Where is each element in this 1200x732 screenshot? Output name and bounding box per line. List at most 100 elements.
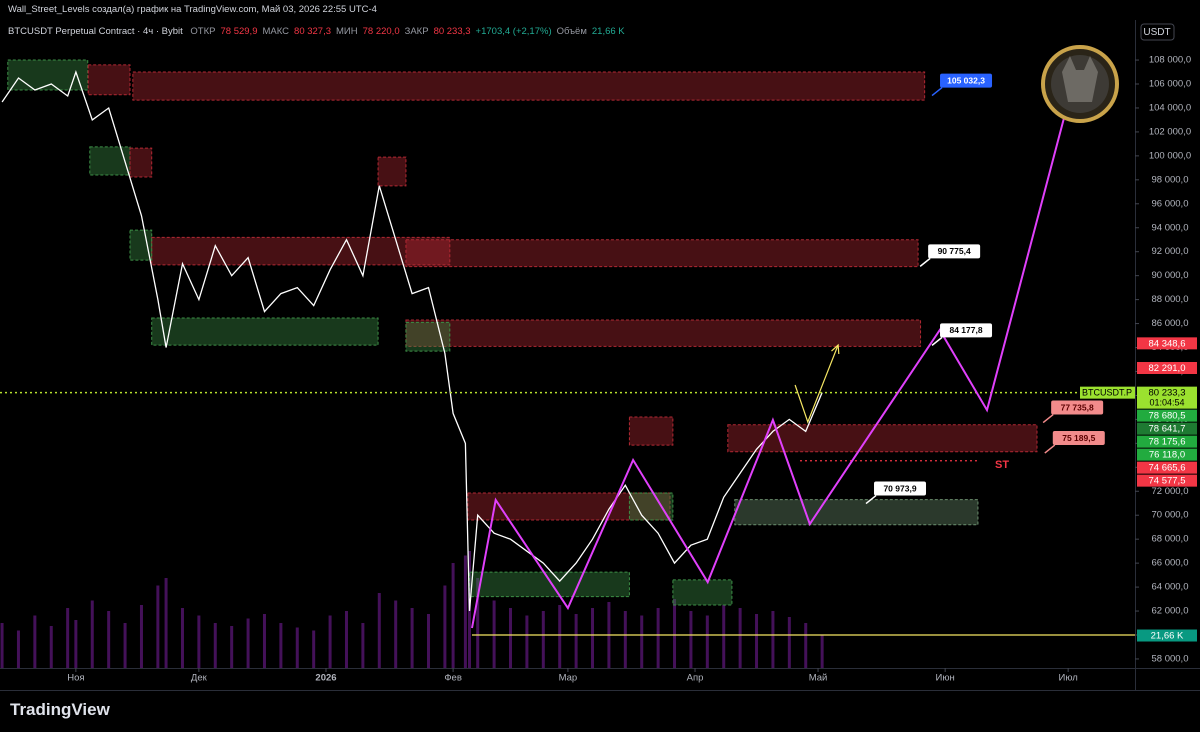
- volume-bar: [689, 611, 693, 668]
- price-tag: [1137, 337, 1197, 350]
- volume-bar: [279, 623, 283, 668]
- currency[interactable]: USDT: [1143, 27, 1170, 38]
- volume-tag: [1137, 629, 1197, 642]
- y-tick-label: 106 000,0: [1149, 79, 1191, 90]
- series-name: BTCUSDT.P: [1082, 388, 1132, 398]
- stat: ОТКР 78 529,9: [190, 26, 257, 37]
- volume-bar: [463, 555, 467, 668]
- price-tag-label: 82 291,0: [1149, 363, 1186, 374]
- callout-pointer: [919, 257, 931, 267]
- stat-key: ОТКР: [190, 26, 216, 37]
- volume-bar: [755, 614, 759, 668]
- volume-bar: [492, 600, 496, 668]
- change: +1703,4 (+2,17%): [475, 26, 552, 37]
- callout-box: [940, 73, 993, 88]
- price-tag: [1137, 435, 1197, 448]
- callout-pointer: [1042, 413, 1054, 424]
- volume-tag-label: 21,66 K: [1151, 631, 1184, 642]
- volume-bar: [262, 614, 266, 668]
- stat-value: 21,66 K: [591, 26, 625, 37]
- y-tick-label: 108 000,0: [1149, 55, 1191, 66]
- y-tick-label: 64 000,0: [1152, 582, 1189, 593]
- y-tick-label: 72 000,0: [1152, 486, 1189, 497]
- volume-bar: [673, 599, 677, 668]
- y-tick-label: 104 000,0: [1149, 102, 1191, 113]
- zone: [87, 64, 131, 96]
- y-tick-label: 94 000,0: [1152, 222, 1189, 233]
- volume-bar: [476, 578, 480, 668]
- zone: [468, 571, 630, 598]
- volume-bar: [722, 605, 726, 668]
- volume-bar: [16, 630, 20, 668]
- volume-bar: [107, 611, 111, 668]
- volume-bar: [377, 593, 381, 668]
- x-tick-label: 2026: [315, 673, 336, 684]
- price-tag-label: 76 118,0: [1149, 450, 1185, 461]
- countdown: 01:04:54: [1149, 398, 1184, 408]
- volume-bar: [164, 578, 168, 668]
- volume-bar: [787, 617, 791, 668]
- y-tick-label: 68 000,0: [1152, 534, 1189, 545]
- volume-bar: [49, 626, 53, 668]
- volume-bar: [426, 614, 430, 668]
- volume-bar: [312, 630, 316, 668]
- volume-bar: [541, 611, 545, 668]
- volume-bar: [139, 605, 143, 668]
- volume-bar: [443, 585, 447, 668]
- y-tick-label: 92 000,0: [1152, 246, 1189, 257]
- volume-bar: [394, 600, 398, 668]
- volume-bar: [738, 608, 742, 668]
- volume-bar: [295, 627, 299, 668]
- volume-bar: [525, 615, 529, 668]
- callout-pointer: [931, 336, 943, 346]
- zone: [151, 317, 379, 346]
- currency-box[interactable]: [1140, 23, 1175, 41]
- x-tick-label: Ноя: [67, 673, 84, 684]
- volume-bar: [574, 614, 578, 668]
- price-tag: [1137, 448, 1197, 461]
- callout-box: [874, 481, 927, 496]
- volume-bar: [623, 611, 627, 668]
- zone: [129, 147, 153, 178]
- price-tag-label: 78 175,6: [1149, 437, 1186, 448]
- y-tick-label: 98 000,0: [1152, 174, 1189, 185]
- projection-path: [794, 344, 839, 424]
- callout-label: 77 735,8: [1061, 402, 1094, 412]
- stat: МИН 78 220,0: [336, 26, 400, 37]
- stat-key: Объём: [556, 26, 587, 37]
- zone: [467, 492, 671, 521]
- volume-bar: [230, 626, 234, 668]
- callout-box: [928, 244, 981, 259]
- volume-bar: [33, 615, 37, 668]
- x-tick-label: Май: [809, 673, 828, 684]
- volume-bar: [180, 608, 184, 668]
- price-tag-label: 84 348,6: [1149, 338, 1186, 349]
- y-tick-label: 58 000,0: [1152, 653, 1189, 664]
- volume-bar: [820, 635, 824, 668]
- brand[interactable]: TradingView: [10, 700, 110, 719]
- price-line: [1, 69, 823, 612]
- callout-label: 105 032,3: [947, 75, 985, 85]
- y-tick-label: 96 000,0: [1152, 198, 1189, 209]
- price-tag: [1137, 409, 1197, 422]
- zone: [377, 156, 407, 187]
- price-tag-label: 74 577,5: [1149, 476, 1186, 487]
- volume-bar: [771, 611, 775, 668]
- y-tick-label: 86 000,0: [1152, 318, 1189, 329]
- zone: [672, 579, 733, 606]
- zone: [89, 146, 131, 176]
- callout-label: 84 177,8: [949, 325, 982, 335]
- callout-label: 70 973,9: [883, 483, 916, 493]
- zone: [129, 229, 153, 261]
- x-tick-label: Июн: [936, 673, 955, 684]
- price-tag: [1137, 474, 1197, 487]
- volume-bar: [344, 611, 348, 668]
- axes: 58 000,060 000,062 000,064 000,066 000,0…: [67, 55, 1197, 684]
- callout-box: [940, 323, 993, 338]
- price-tag: [1137, 422, 1197, 435]
- volume-bar: [656, 608, 660, 668]
- zone: [628, 416, 674, 446]
- zone: [405, 239, 919, 268]
- volume-bar: [705, 615, 709, 668]
